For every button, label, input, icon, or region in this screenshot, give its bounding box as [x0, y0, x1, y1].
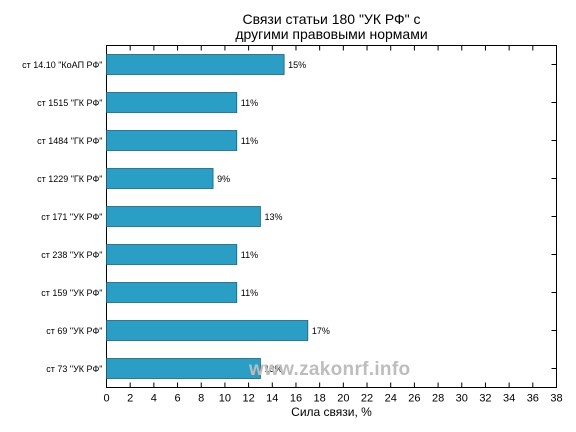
x-tick-label: 24: [385, 393, 397, 405]
x-tick-label: 30: [456, 393, 468, 405]
bar: [106, 130, 238, 151]
data-label: 13%: [264, 364, 282, 374]
x-axis-label: Сила связи, %: [291, 405, 372, 419]
bar: [106, 320, 309, 341]
data-label: 11%: [241, 136, 258, 146]
y-tick-label: ст 171 "УК РФ": [41, 212, 102, 222]
y-tick-label: ст 238 "УК РФ": [41, 250, 102, 260]
chart-title-line-2: другими правовыми нормами: [235, 26, 428, 42]
x-tick-label: 38: [550, 393, 562, 405]
data-label: 11%: [241, 250, 258, 260]
x-tick-label: 2: [127, 393, 133, 405]
watermark: www.zakonrf.info: [249, 359, 411, 380]
bar: [106, 92, 238, 113]
x-tick-label: 26: [408, 393, 420, 405]
y-tick-label: ст 1229 "ГК РФ": [37, 174, 102, 184]
bar: [106, 206, 261, 227]
x-tick-label: 10: [219, 393, 231, 405]
x-tick-label: 6: [174, 393, 180, 405]
bar: [106, 358, 261, 379]
x-tick-label: 22: [361, 393, 373, 405]
x-tick-label: 0: [103, 393, 109, 405]
y-tick-label: ст 73 "УК РФ": [46, 364, 102, 374]
x-tick-label: 14: [266, 393, 278, 405]
y-tick-label: ст 14.10 "КоАП РФ": [22, 60, 102, 70]
chart-title-line-1: Связи статьи 180 "УК РФ" с: [242, 11, 421, 27]
x-tick-label: 32: [479, 393, 491, 405]
x-tick-label: 12: [242, 393, 254, 405]
bar: [106, 54, 285, 75]
y-tick-label: ст 69 "УК РФ": [46, 326, 102, 336]
data-label: 9%: [217, 174, 230, 184]
data-label: 15%: [288, 60, 306, 70]
data-label: 11%: [241, 288, 258, 298]
bar: [106, 282, 238, 303]
bar: [106, 244, 238, 265]
x-tick-label: 28: [432, 393, 444, 405]
y-tick-label: ст 1484 "ГК РФ": [37, 136, 102, 146]
x-tick-label: 34: [503, 393, 515, 405]
data-label: 11%: [241, 98, 258, 108]
y-tick-label: ст 1515 "ГК РФ": [37, 98, 102, 108]
bar: [106, 168, 214, 189]
x-tick-label: 16: [290, 393, 302, 405]
x-tick-label: 20: [337, 393, 349, 405]
data-label: 13%: [264, 212, 282, 222]
x-tick-label: 4: [151, 393, 157, 405]
x-tick-label: 8: [198, 393, 204, 405]
y-tick-label: ст 159 "УК РФ": [41, 288, 102, 298]
x-tick-label: 36: [527, 393, 539, 405]
data-label: 17%: [312, 326, 330, 336]
x-tick-label: 18: [314, 393, 326, 405]
